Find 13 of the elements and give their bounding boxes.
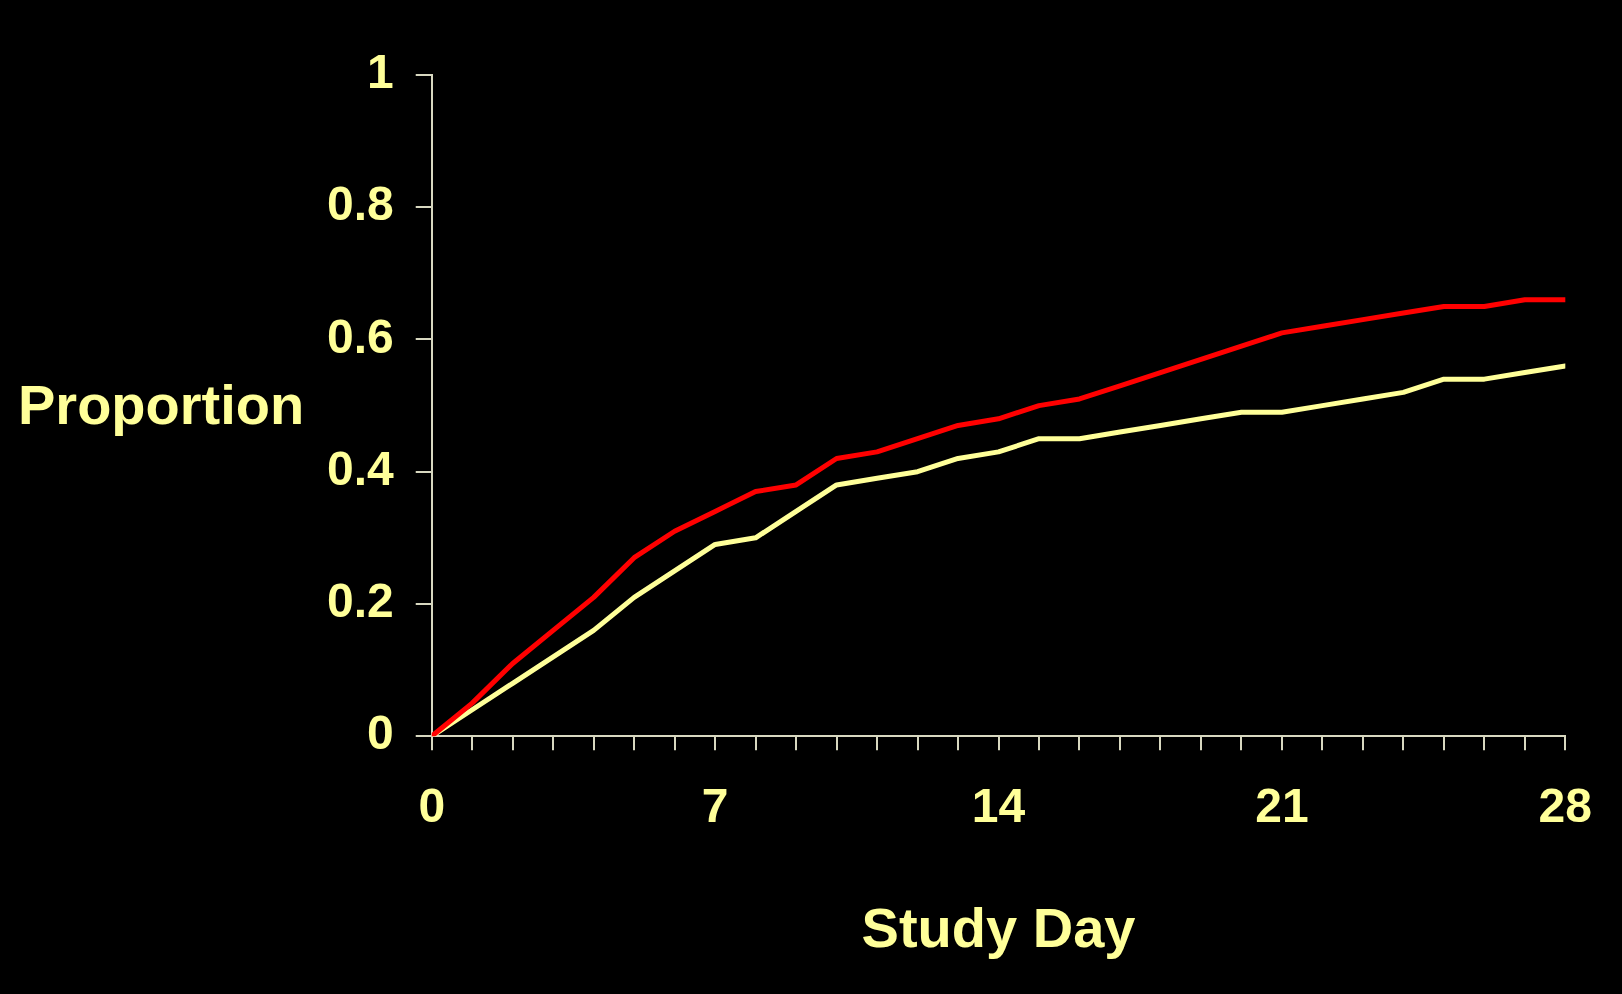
x-tick-label: 0 xyxy=(418,779,446,833)
y-tick-label: 1 xyxy=(367,45,394,99)
y-tick-label: 0.2 xyxy=(326,574,394,628)
x-tick-label: 14 xyxy=(971,779,1026,833)
x-tick-label: 28 xyxy=(1538,779,1592,833)
x-tick-label: 7 xyxy=(701,779,729,833)
y-axis-title: Proportion xyxy=(18,373,305,437)
x-tick-label: 21 xyxy=(1255,779,1309,833)
y-tick-label: 0.6 xyxy=(326,309,394,363)
y-tick-label: 0.8 xyxy=(326,177,394,231)
y-tick-label: 0 xyxy=(367,706,394,760)
y-tick-label: 0.4 xyxy=(326,441,395,495)
x-axis-title: Study Day xyxy=(861,895,1136,959)
